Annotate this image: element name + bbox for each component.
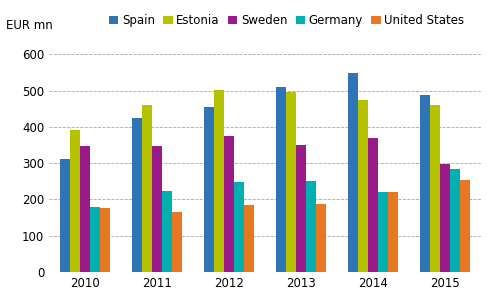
Bar bbox=[214, 89, 224, 272]
Bar bbox=[142, 105, 152, 272]
Bar bbox=[430, 105, 440, 272]
Bar bbox=[100, 208, 110, 272]
Text: EUR mn: EUR mn bbox=[6, 18, 53, 31]
Bar bbox=[368, 138, 378, 272]
Bar bbox=[80, 146, 90, 272]
Bar bbox=[90, 207, 100, 272]
Bar bbox=[234, 182, 244, 272]
Bar bbox=[420, 95, 430, 272]
Bar bbox=[60, 159, 70, 272]
Bar bbox=[132, 118, 142, 272]
Bar bbox=[450, 169, 460, 272]
Bar bbox=[316, 204, 327, 272]
Bar bbox=[286, 92, 296, 272]
Bar bbox=[306, 181, 316, 272]
Bar bbox=[378, 192, 388, 272]
Bar bbox=[276, 87, 286, 272]
Bar bbox=[204, 107, 214, 272]
Bar bbox=[296, 145, 306, 272]
Bar bbox=[152, 146, 162, 272]
Bar bbox=[460, 181, 470, 272]
Bar bbox=[162, 191, 172, 272]
Bar bbox=[348, 73, 358, 272]
Bar bbox=[440, 164, 450, 272]
Bar bbox=[244, 205, 254, 272]
Bar bbox=[224, 136, 234, 272]
Bar bbox=[70, 130, 80, 272]
Legend: Spain, Estonia, Sweden, Germany, United States: Spain, Estonia, Sweden, Germany, United … bbox=[104, 9, 469, 32]
Bar bbox=[358, 100, 368, 272]
Bar bbox=[172, 212, 182, 272]
Bar bbox=[388, 192, 398, 272]
